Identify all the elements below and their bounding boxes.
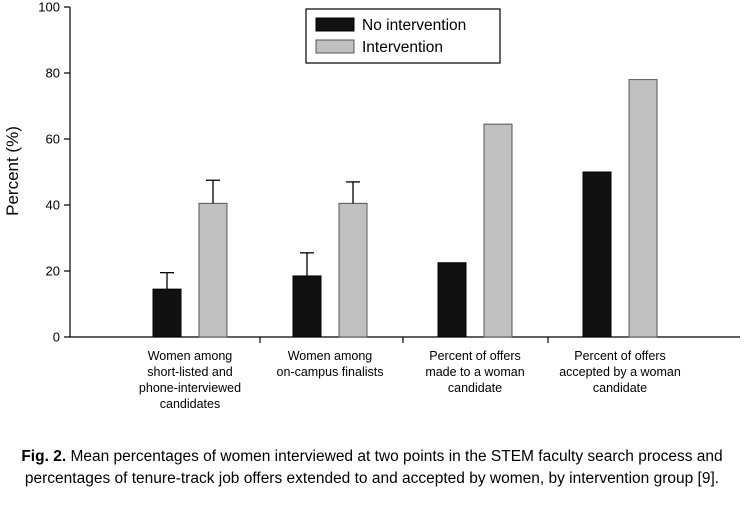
y-tick-label: 80	[46, 66, 60, 81]
category-label: Women among short-listed and phone-intervi…	[139, 349, 241, 411]
legend-swatch	[315, 39, 355, 54]
figure-label: Fig. 2.	[21, 448, 67, 465]
bar-intervention	[628, 79, 658, 338]
legend-label: No intervention	[362, 17, 466, 34]
legend-swatch	[315, 17, 355, 32]
bar-intervention	[338, 202, 368, 338]
figure-caption: Fig. 2. Mean percentages of women interv…	[20, 446, 724, 490]
bar-intervention	[483, 123, 513, 338]
y-tick-label: 20	[46, 264, 60, 279]
y-tick-label: 100	[38, 0, 60, 15]
legend-box	[305, 8, 501, 64]
y-axis-ticks: 0 20 40 60 80 100	[38, 0, 70, 345]
category-label: Women among on-campus finalists	[277, 349, 384, 379]
y-tick-label: 40	[46, 198, 60, 213]
bar-no-intervention	[582, 171, 612, 338]
bar-no-intervention	[437, 262, 467, 338]
category-label: Percent of offers made to a woman candidat…	[425, 349, 524, 395]
y-tick-label: 60	[46, 132, 60, 147]
legend: No intervention Intervention	[305, 8, 501, 64]
error-bars	[160, 179, 360, 290]
category-labels: Women among short-listed and phone-intervi…	[139, 337, 681, 411]
figure-caption-text: Mean percentages of women interviewed at…	[24, 448, 723, 487]
y-axis-title: Percent (%)	[3, 126, 22, 216]
y-tick-label: 0	[53, 330, 60, 345]
axes	[69, 7, 740, 338]
bar-intervention	[198, 202, 228, 338]
category-label: Percent of offers accepted by a woman cand…	[559, 349, 681, 395]
bars	[152, 79, 658, 338]
bar-no-intervention	[152, 288, 182, 338]
legend-label: Intervention	[362, 39, 443, 56]
bar-no-intervention	[292, 275, 322, 338]
bar-chart: Percent (%) 0 20 40 60 80 100 Women among shor…	[3, 0, 740, 411]
